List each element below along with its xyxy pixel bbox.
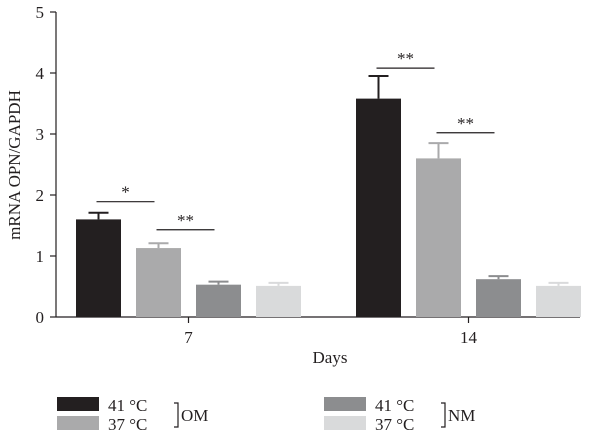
bar	[76, 219, 121, 317]
legend-entry-label: 41 °C	[108, 396, 147, 415]
bar	[196, 284, 241, 317]
significance-label: **	[457, 114, 474, 133]
legend-swatch	[324, 397, 366, 411]
legend-swatch	[324, 416, 366, 430]
y-tick-label: 0	[36, 308, 45, 327]
legend-bracket	[441, 402, 446, 428]
chart-bars	[76, 75, 581, 318]
legend-entry-label: 37 °C	[375, 415, 414, 434]
legend-swatch	[57, 416, 99, 430]
x-axis-title: Days	[313, 348, 348, 367]
y-tick-label: 5	[36, 3, 45, 22]
y-tick-label: 3	[36, 125, 45, 144]
significance-label: **	[177, 211, 194, 230]
legend-entry-label: 37 °C	[108, 415, 147, 434]
y-axis-title: mRNA OPN/GAPDH	[5, 90, 24, 240]
legend-group-label: NM	[448, 406, 475, 425]
significance-label: *	[121, 183, 130, 202]
legend-group-label: OM	[181, 406, 208, 425]
bar	[416, 158, 461, 317]
y-tick-label: 4	[36, 64, 45, 83]
legend-swatch	[57, 397, 99, 411]
bar	[476, 279, 521, 317]
bar	[536, 285, 581, 317]
legend-bracket	[174, 402, 179, 428]
x-tick-label: 7	[184, 328, 193, 347]
chart-annotations: *******	[96, 49, 495, 231]
x-tick-label: 14	[460, 328, 478, 347]
bar	[256, 285, 301, 317]
y-tick-label: 2	[36, 186, 45, 205]
significance-label: **	[397, 49, 414, 68]
legend-entry-label: 41 °C	[375, 396, 414, 415]
bar	[356, 98, 401, 318]
bar	[136, 248, 181, 317]
y-tick-label: 1	[36, 247, 45, 266]
